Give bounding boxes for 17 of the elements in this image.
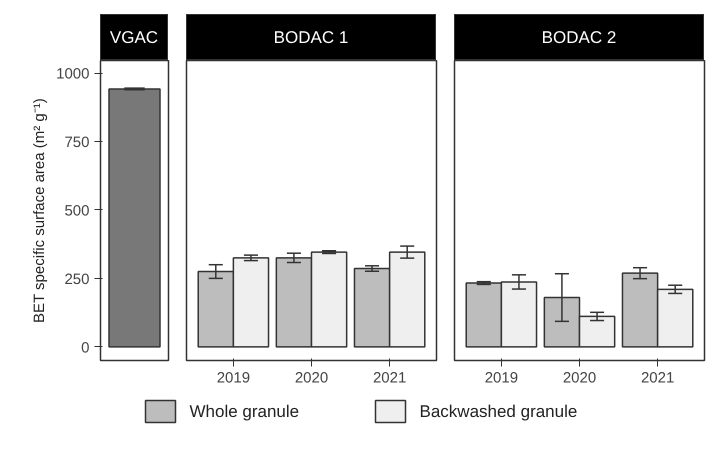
legend-label: Whole granule: [190, 402, 300, 421]
chart-title: BODAC 2: [542, 27, 616, 49]
x-tick-label: 2019: [484, 370, 518, 386]
y-tick-label: 250: [64, 270, 90, 288]
chart-title: VGAC: [110, 27, 158, 49]
y-tick-label: 1000: [56, 66, 90, 83]
x-tick-label: 2019: [216, 370, 250, 386]
legend-label: Backwashed granule: [420, 402, 578, 421]
y-tick-label: 500: [64, 202, 90, 220]
y-tick-label: 750: [64, 134, 90, 152]
y-axis-title: BET specific surface area (m² g⁻¹): [31, 98, 48, 324]
x-tick-label: 2021: [372, 370, 406, 386]
y-tick-label: 0: [81, 339, 90, 356]
chart-title: BODAC 1: [274, 27, 348, 49]
x-tick-label: 2020: [294, 370, 328, 386]
x-tick-label: 2021: [640, 370, 674, 386]
x-tick-label: 2020: [562, 370, 596, 386]
